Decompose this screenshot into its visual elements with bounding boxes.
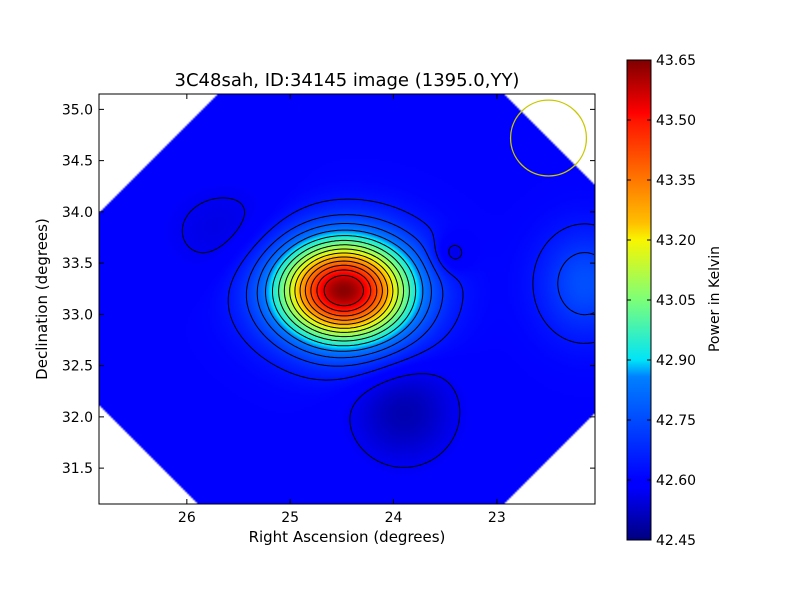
contour-line (310, 264, 378, 317)
contour-line (181, 197, 463, 468)
colorbar: 42.45 42.60 42.75 42.90 43.05 43.20 43.35 43.50… (626, 53, 723, 549)
x-tick-label: 23 (488, 510, 506, 526)
colorbar-tick-label: 42.75 (656, 413, 696, 429)
y-tick-label: 31.5 (62, 461, 93, 477)
x-axis-label: Right Ascension (degrees) (249, 528, 446, 546)
x-tick-label: 25 (281, 510, 299, 526)
y-tick-label: 34.5 (62, 154, 93, 170)
contour-line (316, 269, 372, 312)
contour-line (278, 239, 410, 342)
colorbar-tick-label: 42.45 (656, 533, 696, 549)
colorbar-tick-label: 43.35 (656, 173, 696, 189)
y-tick-label: 34.0 (62, 205, 93, 221)
y-tick-label: 35.0 (62, 102, 93, 118)
colorbar-tick-label: 43.05 (656, 293, 696, 309)
plot-frame (98, 93, 596, 505)
contour-line (227, 198, 595, 381)
contour-line (304, 260, 383, 321)
contour-line (245, 214, 595, 367)
contour-line (294, 252, 394, 329)
y-axis-ticks: 31.5 32.0 32.5 33.0 33.5 34.0 34.5 35.0 (62, 102, 595, 477)
contour-line (289, 248, 399, 333)
colorbar-label: Power in Kelvin (707, 246, 723, 352)
y-tick-label: 32.5 (62, 359, 93, 375)
contour-line (272, 235, 417, 347)
x-tick-label: 26 (178, 510, 196, 526)
plot-area (99, 94, 595, 504)
contour-line (323, 275, 364, 307)
y-tick-label: 33.0 (62, 307, 93, 323)
contour-lines (181, 197, 595, 468)
contour-line (256, 223, 432, 359)
contour-line (265, 229, 424, 352)
colorbar-tick-label: 43.20 (656, 233, 696, 249)
y-tick-label: 32.0 (62, 410, 93, 426)
contour-line (299, 256, 389, 325)
colorbar-tick-label: 42.90 (656, 353, 696, 369)
contour-line (283, 244, 405, 338)
y-axis-label: Declination (degrees) (33, 218, 51, 380)
chart-title: 3C48sah, ID:34145 image (1395.0,YY) (175, 70, 520, 91)
colorbar-tick-label: 43.65 (656, 53, 696, 69)
colorbar-tick-label: 42.60 (656, 473, 696, 489)
colorbar-tick-label: 43.50 (656, 113, 696, 129)
x-tick-label: 24 (385, 510, 403, 526)
heatmap-image (99, 94, 595, 504)
x-axis-ticks: 26 25 24 23 (178, 94, 506, 526)
y-tick-label: 33.5 (62, 256, 93, 272)
colorbar-ticks: 42.45 42.60 42.75 42.90 43.05 43.20 43.35 43.50… (627, 53, 696, 549)
marker-circle (509, 99, 588, 177)
